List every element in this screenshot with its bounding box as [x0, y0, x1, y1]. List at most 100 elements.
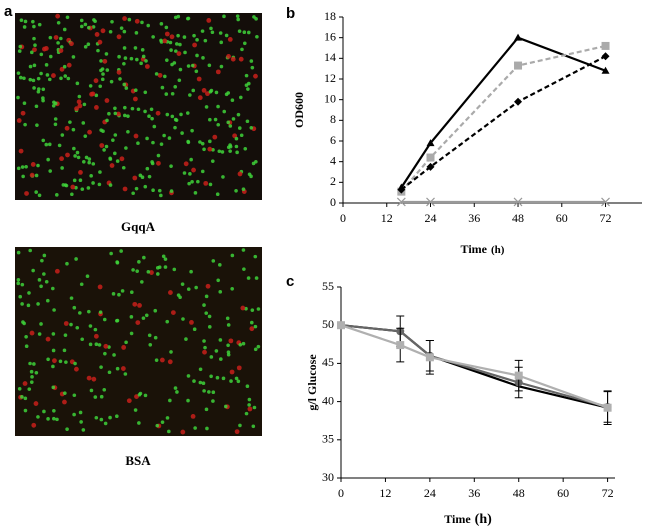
- cell: [194, 69, 199, 74]
- y-tick-label: 6: [330, 133, 336, 147]
- marker: [514, 97, 523, 106]
- marker: [603, 403, 612, 412]
- cell: [133, 46, 138, 50]
- cell: [132, 175, 138, 181]
- cell: [246, 81, 251, 86]
- cell: [246, 30, 251, 35]
- cell: [44, 142, 49, 147]
- cell: [40, 258, 44, 263]
- x-tick-label: 48: [513, 486, 525, 500]
- cell: [163, 265, 168, 269]
- cell: [145, 136, 149, 141]
- cell: [16, 281, 21, 286]
- cell: [98, 170, 102, 174]
- cell: [39, 284, 43, 289]
- cell: [155, 423, 160, 428]
- y-tick-label: 45: [322, 355, 334, 369]
- cell: [236, 17, 240, 22]
- x-label-text: Time: [461, 242, 488, 256]
- cell: [185, 16, 190, 21]
- cell: [83, 22, 88, 27]
- cell: [222, 109, 227, 114]
- cell: [87, 160, 91, 165]
- cell: [113, 111, 118, 116]
- cell: [216, 122, 221, 127]
- cell: [159, 357, 165, 363]
- cell: [20, 395, 24, 399]
- cell: [169, 189, 174, 193]
- cell: [172, 267, 177, 272]
- cell: [100, 77, 105, 82]
- x-tick-label: 60: [556, 211, 568, 225]
- cell: [202, 303, 206, 307]
- cell: [48, 35, 53, 40]
- cell: [160, 420, 165, 424]
- cell: [28, 77, 33, 82]
- cell: [111, 292, 116, 296]
- cell: [137, 421, 141, 425]
- cell: [102, 387, 107, 392]
- cell: [201, 381, 206, 386]
- cell: [48, 54, 53, 59]
- cell: [59, 66, 65, 72]
- cell: [216, 104, 220, 109]
- cell: [254, 276, 259, 280]
- cell: [144, 59, 148, 63]
- cell: [165, 319, 170, 324]
- cell: [164, 25, 169, 30]
- cell: [47, 142, 52, 147]
- x-tick-label: 36: [468, 486, 480, 500]
- cell: [74, 366, 79, 372]
- cell: [56, 41, 60, 45]
- cell: [217, 149, 222, 154]
- y-tick-label: 8: [330, 112, 336, 126]
- cell: [130, 106, 135, 111]
- cell: [243, 147, 248, 151]
- cell: [129, 331, 134, 336]
- cell: [52, 408, 56, 413]
- y-tick-label: 16: [324, 29, 336, 43]
- cell: [208, 117, 212, 122]
- cell: [28, 361, 32, 366]
- cell: [35, 123, 39, 127]
- cell: [209, 355, 214, 359]
- cell: [51, 364, 55, 369]
- cell: [180, 131, 184, 135]
- cell: [28, 64, 33, 69]
- cell: [111, 138, 115, 142]
- y-tick-label: 4: [330, 153, 336, 167]
- cell: [113, 133, 118, 137]
- cell: [99, 417, 104, 422]
- cell: [230, 98, 235, 102]
- cell: [99, 68, 103, 73]
- cell: [113, 151, 117, 156]
- cell: [147, 174, 152, 179]
- cell: [64, 360, 68, 364]
- cell: [157, 188, 162, 193]
- cell: [96, 48, 100, 53]
- cell: [32, 36, 36, 41]
- cell: [52, 358, 57, 364]
- cell: [159, 142, 164, 146]
- cell: [230, 56, 236, 62]
- cell: [133, 408, 138, 412]
- cell: [140, 48, 145, 52]
- cell: [36, 415, 40, 419]
- cell: [186, 287, 191, 291]
- cell: [109, 251, 113, 256]
- cell: [126, 129, 130, 134]
- cell: [63, 321, 69, 326]
- cell: [117, 292, 121, 297]
- cell: [172, 61, 177, 65]
- cell: [60, 166, 64, 170]
- cell: [235, 150, 239, 155]
- cell: [238, 56, 244, 62]
- cell: [72, 412, 76, 417]
- cell: [210, 30, 215, 35]
- cell: [135, 57, 139, 62]
- cell: [63, 333, 68, 337]
- cell: [237, 171, 243, 177]
- cell: [247, 403, 251, 407]
- x-tick-label: 72: [600, 211, 612, 225]
